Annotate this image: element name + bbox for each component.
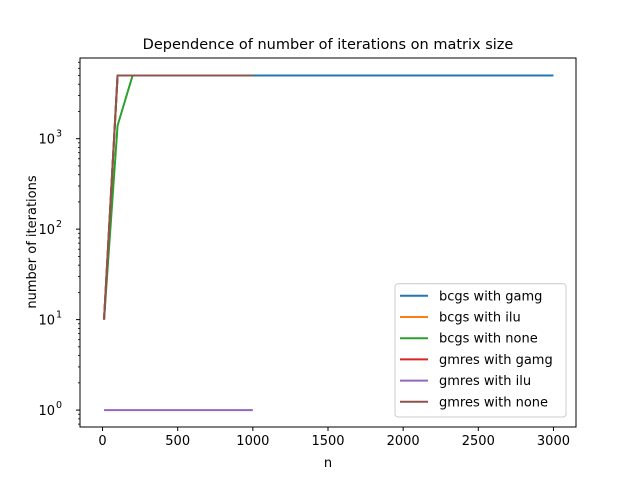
legend-box [394,283,567,418]
y-tick-exponent: 1 [56,310,62,321]
x-tick-label: 2500 [462,434,495,449]
legend: bcgs with gamg bcgs with ilu bcgs with non… [394,283,567,418]
y-tick-exponent: 3 [56,129,62,140]
x-axis-title: n [324,456,332,471]
y-axis-title: number of iterations [25,175,40,308]
y-tick-label: 10 [38,404,55,419]
x-tick-label: 1500 [311,434,344,449]
y-tick-label: 10 [38,133,55,148]
x-tick-label: 1000 [236,434,269,449]
legend-label-5: gmres with none [439,395,548,410]
plot-area [103,74,554,412]
x-tick-label: 0 [98,434,106,449]
series-line-3 [103,74,253,320]
y-tick-exponent: 2 [56,219,62,230]
y-tick-exponent: 0 [56,400,62,411]
series-line-2 [103,74,253,320]
x-tick-label: 2000 [387,434,420,449]
legend-label-4: gmres with ilu [439,374,531,389]
legend-label-3: gmres with gamg [439,353,553,368]
series-line-0 [103,74,554,320]
series-line-5 [103,74,253,320]
legend-label-2: bcgs with none [439,332,538,347]
x-tick-label: 3000 [537,434,570,449]
chart-title: Dependence of number of iterations on ma… [143,37,514,53]
legend-label-0: bcgs with gamg [439,289,542,304]
y-tick-label: 10 [38,314,55,329]
x-tick-label: 500 [165,434,190,449]
y-tick-label: 10 [38,223,55,238]
series-line-1 [103,74,253,320]
legend-label-1: bcgs with ilu [439,311,521,326]
